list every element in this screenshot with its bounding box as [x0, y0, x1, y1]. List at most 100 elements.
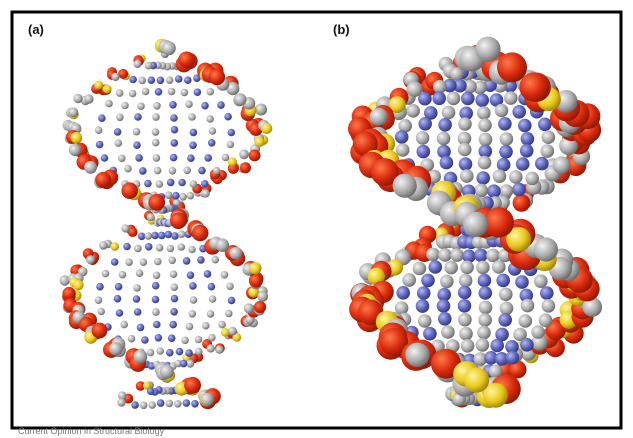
- atom: [180, 360, 188, 368]
- atom: [103, 85, 112, 94]
- atom: [116, 89, 124, 97]
- atom: [479, 133, 493, 147]
- atom: [249, 274, 263, 288]
- atom: [440, 275, 454, 289]
- atom: [121, 102, 129, 110]
- figure: (a) (b) Current Opinion in Structural Bi…: [0, 0, 633, 438]
- atom: [396, 143, 410, 157]
- atom: [497, 52, 527, 82]
- atom: [221, 271, 229, 279]
- atom: [169, 321, 177, 329]
- atom: [133, 141, 141, 149]
- atom: [222, 154, 230, 162]
- atom: [206, 115, 214, 123]
- atom: [531, 325, 545, 339]
- atom: [229, 247, 242, 260]
- atom: [171, 139, 179, 147]
- atom: [257, 291, 268, 302]
- atom: [158, 232, 166, 240]
- atom: [189, 142, 197, 150]
- atom: [178, 243, 186, 251]
- atom: [124, 165, 132, 173]
- atom: [165, 191, 173, 199]
- atom: [166, 400, 174, 408]
- atom: [226, 283, 234, 291]
- atom: [475, 184, 489, 198]
- atom: [153, 154, 161, 162]
- atom: [134, 308, 142, 316]
- atom: [198, 167, 206, 175]
- atom: [475, 93, 489, 107]
- atom: [416, 299, 430, 313]
- atom: [208, 283, 216, 291]
- atom: [156, 244, 164, 252]
- atom: [512, 183, 526, 197]
- atom: [402, 273, 416, 287]
- atom: [495, 104, 509, 118]
- atom: [110, 242, 119, 251]
- atom: [240, 162, 251, 173]
- atom: [458, 143, 472, 157]
- atom: [429, 260, 443, 274]
- atom: [189, 310, 197, 318]
- atom: [181, 89, 189, 97]
- atom: [118, 155, 126, 163]
- atom: [148, 76, 156, 84]
- atom: [396, 286, 410, 300]
- atom: [492, 260, 506, 274]
- atom: [133, 284, 141, 292]
- atom: [244, 303, 254, 313]
- atom: [458, 117, 472, 131]
- atom: [440, 156, 454, 170]
- atom: [153, 272, 161, 280]
- atom: [417, 286, 431, 300]
- atom: [105, 100, 113, 108]
- atom: [136, 269, 144, 277]
- atom: [148, 401, 156, 409]
- atom: [134, 113, 142, 121]
- atom: [461, 92, 475, 106]
- atom: [234, 93, 247, 106]
- atom: [209, 295, 217, 303]
- atom: [458, 313, 472, 327]
- atom: [101, 154, 109, 162]
- atom: [68, 107, 78, 117]
- atom: [114, 128, 122, 136]
- atom: [474, 249, 488, 263]
- atom: [157, 77, 165, 85]
- atom: [542, 130, 556, 144]
- atom: [190, 180, 198, 188]
- atom: [114, 295, 122, 303]
- atom: [185, 349, 193, 357]
- panel-label: (b): [333, 22, 350, 37]
- atom: [116, 114, 124, 122]
- atom: [133, 295, 141, 303]
- atom: [156, 347, 164, 355]
- atom: [542, 299, 556, 313]
- atom: [539, 313, 553, 327]
- atom: [520, 144, 534, 158]
- atom: [432, 92, 446, 106]
- atom: [94, 81, 103, 90]
- atom: [450, 248, 464, 262]
- atom: [183, 257, 191, 265]
- atom: [516, 157, 530, 171]
- atom: [155, 334, 163, 342]
- atom: [201, 102, 209, 110]
- atom: [207, 88, 215, 96]
- atom: [476, 338, 490, 352]
- atom: [152, 139, 160, 147]
- atom: [498, 313, 512, 327]
- atom: [476, 261, 490, 275]
- atom: [395, 130, 409, 144]
- atom: [438, 248, 452, 262]
- atom: [459, 327, 473, 341]
- atom: [139, 167, 147, 175]
- atom: [249, 150, 261, 162]
- atom: [184, 76, 192, 84]
- atom: [406, 104, 420, 118]
- atom: [138, 77, 146, 85]
- atom: [228, 129, 236, 137]
- atom: [464, 367, 489, 392]
- atom: [190, 129, 198, 137]
